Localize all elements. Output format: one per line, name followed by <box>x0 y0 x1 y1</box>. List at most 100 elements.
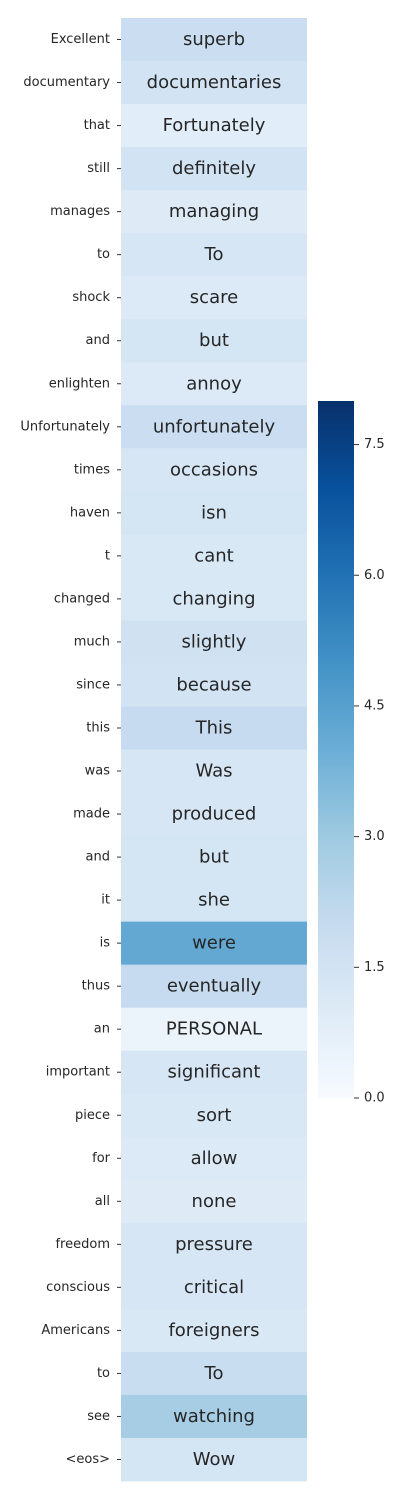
cell-annotation: isn <box>201 502 227 523</box>
cell-annotation: because <box>176 674 251 695</box>
colorbar-tick-label: 4.5 <box>364 698 385 713</box>
heatmap-cell <box>121 1394 307 1439</box>
y-tick-label: still <box>87 161 110 176</box>
y-tick-label: documentary <box>23 75 110 90</box>
y-tick-label: made <box>73 807 110 822</box>
colorbar-tick-label: 7.5 <box>364 437 385 452</box>
heatmap-cell <box>121 448 307 492</box>
colorbar-tick-label: 0.0 <box>364 1091 385 1106</box>
heatmap-cell <box>121 1222 307 1267</box>
cell-annotation: slightly <box>182 631 247 652</box>
heatmap-cell <box>121 921 307 966</box>
cell-annotation: but <box>199 330 229 351</box>
y-tick-label: since <box>76 677 110 692</box>
cell-annotation: Was <box>195 761 232 782</box>
heatmap-cell <box>121 405 307 449</box>
y-tick-label: Excellent <box>51 32 110 47</box>
heatmap-cell <box>121 1351 307 1396</box>
heatmap-cell <box>121 577 307 621</box>
cell-annotation: Fortunately <box>163 115 266 136</box>
cell-annotation: eventually <box>167 976 262 997</box>
heatmap-cell <box>121 1136 307 1181</box>
cell-annotation: unfortunately <box>153 416 276 437</box>
cell-annotation: To <box>204 244 224 265</box>
y-tick-label: and <box>86 333 110 348</box>
y-tick-label: times <box>74 462 110 477</box>
heatmap-cell <box>121 1437 307 1482</box>
y-tick-label: this <box>86 720 110 735</box>
heatmap-cell <box>121 491 307 535</box>
cell-annotation: produced <box>172 804 257 825</box>
y-tick-label: all <box>95 1194 110 1209</box>
y-tick-label: Americans <box>41 1323 110 1338</box>
heatmap-cell <box>121 534 307 578</box>
heatmap-cell <box>121 1093 307 1138</box>
row-labels: Excellent documentary that still manages to sh… <box>20 32 121 1467</box>
heatmap-cell <box>121 792 307 836</box>
heatmap-cell <box>121 964 307 1009</box>
colorbar-tick-label: 6.0 <box>364 568 385 583</box>
heatmap-cell <box>121 1050 307 1095</box>
y-tick-label: for <box>92 1151 111 1166</box>
cell-annotation: To <box>204 1363 224 1384</box>
cell-annotation: allow <box>191 1148 238 1169</box>
heatmap-cell <box>121 1308 307 1353</box>
y-tick-label: freedom <box>55 1237 110 1252</box>
cell-annotation: This <box>195 717 233 738</box>
heatmap-cell <box>121 706 307 750</box>
y-tick-label: and <box>86 850 110 865</box>
heatmap-cell <box>121 749 307 793</box>
y-tick-label: was <box>85 764 111 779</box>
cell-annotation: she <box>198 890 230 911</box>
colorbar: 0.0 1.5 3.0 4.5 6.0 7.5 <box>318 401 385 1106</box>
heatmap-cell <box>121 18 307 62</box>
y-tick-label: <eos> <box>65 1452 110 1467</box>
cell-annotation: pressure <box>175 1234 253 1255</box>
y-tick-label: changed <box>54 591 110 606</box>
y-tick-label: shock <box>72 290 110 305</box>
cell-annotation: scare <box>190 287 238 308</box>
heatmap-cell <box>121 663 307 707</box>
y-tick-label: t <box>105 548 110 563</box>
y-tick-label: piece <box>75 1108 110 1123</box>
heatmap-cell <box>121 319 307 363</box>
y-tick-label: haven <box>70 505 110 520</box>
y-tick-label: Unfortunately <box>20 419 110 434</box>
heatmap-cell <box>121 1265 307 1310</box>
y-tick-label: to <box>97 247 110 262</box>
heatmap-cell <box>121 276 307 320</box>
cell-annotation: annoy <box>186 373 242 394</box>
y-tick-label: conscious <box>46 1280 110 1295</box>
cell-annotation: sort <box>197 1105 232 1126</box>
cell-annotation: changing <box>172 588 255 609</box>
cell-annotation: Wow <box>193 1449 235 1470</box>
cell-annotation: were <box>192 933 236 954</box>
y-tick-label: that <box>84 118 110 133</box>
cell-annotation: significant <box>168 1062 261 1083</box>
colorbar-ticks: 0.0 1.5 3.0 4.5 6.0 7.5 <box>354 437 385 1106</box>
cell-annotation: definitely <box>172 158 256 179</box>
cell-annotation: foreigners <box>168 1320 259 1341</box>
heatmap-cell <box>121 1007 307 1052</box>
y-tick-label: thus <box>82 979 111 994</box>
heatmap-cell <box>121 104 307 148</box>
y-tick-label: it <box>101 893 110 908</box>
y-tick-label: much <box>74 634 110 649</box>
cell-annotation: documentaries <box>147 72 282 93</box>
heatmap-cell <box>121 61 307 105</box>
y-tick-label: an <box>94 1022 110 1037</box>
heatmap-cells: superb documentaries Fortunately definitely… <box>121 18 307 1482</box>
heatmap-cell <box>121 233 307 277</box>
cell-annotation: superb <box>183 29 245 50</box>
heatmap-cell <box>121 147 307 191</box>
cell-annotation: none <box>192 1191 237 1212</box>
y-tick-label: see <box>87 1409 110 1424</box>
cell-annotation: managing <box>169 201 259 222</box>
cell-annotation: PERSONAL <box>166 1019 262 1040</box>
y-tick-label: manages <box>50 204 110 219</box>
y-tick-label: to <box>97 1366 110 1381</box>
heatmap-cell <box>121 620 307 664</box>
heatmap-cell <box>121 362 307 406</box>
y-tick-label: important <box>46 1065 110 1080</box>
